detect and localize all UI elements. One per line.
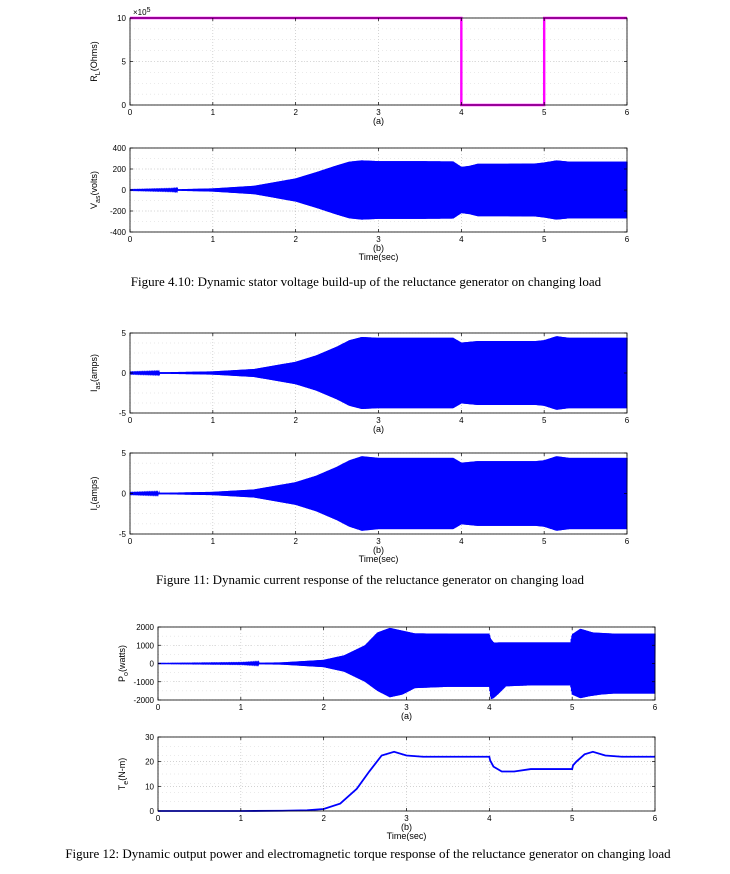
x-tick-label: 1 — [239, 814, 244, 823]
y-tick-label: 0 — [122, 369, 127, 378]
figure-caption-4-10: Figure 4.10: Dynamic stator voltage buil… — [130, 274, 602, 289]
y-tick-label: 10 — [117, 14, 126, 23]
x-tick-label: 6 — [625, 537, 630, 546]
x-tick-label: 1 — [211, 108, 216, 117]
x-tick-label: 5 — [542, 108, 547, 117]
panel-label: (a) — [373, 424, 384, 434]
x-tick-label: 1 — [211, 235, 216, 244]
x-tick-label: 6 — [625, 235, 630, 244]
panel-label: (a) — [373, 116, 384, 126]
panel-label: (b) — [373, 243, 384, 253]
x-tick-label: 4 — [459, 537, 464, 546]
y-tick-label: 30 — [145, 733, 154, 742]
y-exponent-label: ×105 — [133, 7, 151, 17]
y-tick-label: -1000 — [134, 678, 155, 687]
x-tick-label: 0 — [128, 416, 133, 425]
chart-fig12a: 0 1 2 3 4 5 6 -2000 -1000 0 1000 2000 Po(watts) (a) — [117, 623, 658, 721]
y-tick-label: 20 — [145, 758, 154, 767]
x-axis-label: Time(sec) — [387, 831, 427, 841]
y-tick-label: 0 — [122, 186, 127, 195]
y-axis-label: Vas(volts) — [89, 171, 102, 209]
x-tick-label: 4 — [459, 108, 464, 117]
y-axis-label: RL(Ohms) — [89, 41, 102, 81]
x-tick-label: 6 — [625, 416, 630, 425]
x-tick-label: 6 — [625, 108, 630, 117]
x-tick-label: 2 — [321, 703, 326, 712]
y-tick-label: 2000 — [136, 623, 154, 632]
y-axis-label: Ic(amps) — [89, 476, 102, 510]
x-tick-label: 0 — [128, 537, 133, 546]
chart-fig12b: 0 1 2 3 4 5 6 0 10 20 30 Te(N-m) (b)Time(sec) — [117, 733, 658, 841]
y-axis-label: Ias(amps) — [89, 354, 102, 392]
y-tick-label: 400 — [113, 144, 127, 153]
y-tick-label: 5 — [122, 58, 127, 67]
x-tick-label: 2 — [293, 108, 298, 117]
figure-caption-12: Figure 12: Dynamic output power and elec… — [65, 846, 671, 861]
y-tick-label: 10 — [145, 782, 154, 791]
y-tick-label: -5 — [119, 530, 127, 539]
y-axis-label: Te(N-m) — [117, 758, 130, 790]
chart-fig410a: 0 1 2 3 4 5 6 0 5 10 ×105 RL(Ohms) (a) — [89, 7, 630, 126]
x-tick-label: 2 — [321, 814, 326, 823]
y-tick-label: 0 — [150, 807, 155, 816]
y-tick-label: 200 — [113, 165, 127, 174]
panel-label: (a) — [401, 711, 412, 721]
series-envelope-fig11b — [130, 456, 627, 531]
chart-fig410b: 0 1 2 3 4 5 6 -400 -200 0 200 400 Vas(volts) (b)Time(… — [89, 144, 630, 262]
x-tick-label: 1 — [239, 703, 244, 712]
series-envelope-fig410b — [130, 160, 627, 220]
x-tick-label: 5 — [570, 814, 575, 823]
x-tick-label: 6 — [653, 703, 658, 712]
y-tick-label: 0 — [122, 101, 127, 110]
x-tick-label: 2 — [293, 416, 298, 425]
x-tick-label: 3 — [376, 235, 381, 244]
series-envelope-fig12a — [158, 627, 655, 700]
x-tick-label: 6 — [653, 814, 658, 823]
panel-label: (b) — [401, 822, 412, 832]
x-tick-label: 5 — [542, 537, 547, 546]
x-tick-label: 0 — [156, 703, 161, 712]
x-tick-label: 0 — [128, 108, 133, 117]
y-tick-label: -400 — [110, 228, 127, 237]
x-tick-label: 5 — [570, 703, 575, 712]
x-tick-label: 0 — [128, 235, 133, 244]
x-tick-label: 0 — [156, 814, 161, 823]
x-tick-label: 4 — [459, 235, 464, 244]
y-tick-label: -200 — [110, 207, 127, 216]
x-tick-label: 2 — [293, 235, 298, 244]
y-tick-label: 0 — [150, 660, 155, 669]
x-axis-label: Time(sec) — [359, 252, 399, 262]
x-tick-label: 5 — [542, 416, 547, 425]
x-axis-label: Time(sec) — [359, 554, 399, 564]
y-tick-label: -2000 — [134, 696, 155, 705]
y-tick-label: 5 — [122, 329, 127, 338]
x-tick-label: 3 — [376, 537, 381, 546]
series-line-fig12b — [158, 750, 655, 812]
x-tick-label: 4 — [487, 703, 492, 712]
x-tick-label: 1 — [211, 537, 216, 546]
x-tick-label: 3 — [376, 108, 381, 117]
x-tick-label: 3 — [376, 416, 381, 425]
y-tick-label: 1000 — [136, 641, 154, 650]
x-tick-label: 4 — [487, 814, 492, 823]
panel-label: (b) — [373, 545, 384, 555]
figure-caption-11: Figure 11: Dynamic current response of t… — [156, 572, 584, 587]
y-tick-label: 5 — [122, 449, 127, 458]
x-tick-label: 1 — [211, 416, 216, 425]
x-tick-label: 3 — [404, 703, 409, 712]
y-tick-label: 0 — [122, 490, 127, 499]
y-tick-label: -5 — [119, 409, 127, 418]
x-tick-label: 4 — [459, 416, 464, 425]
series-envelope-fig11a — [130, 336, 627, 410]
x-tick-label: 3 — [404, 814, 409, 823]
y-axis-label: Po(watts) — [117, 645, 130, 682]
x-tick-label: 5 — [542, 235, 547, 244]
x-tick-label: 2 — [293, 537, 298, 546]
